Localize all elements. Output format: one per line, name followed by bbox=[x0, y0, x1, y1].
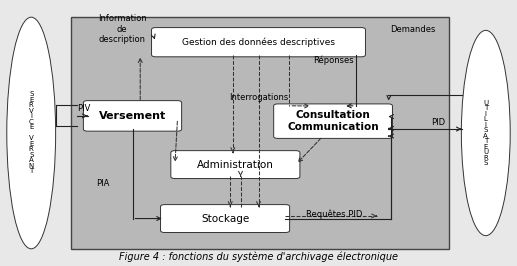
Text: Figure 4 : fonctions du système d'archivage électronique: Figure 4 : fonctions du système d'archiv… bbox=[119, 251, 398, 262]
Text: Versement: Versement bbox=[99, 111, 166, 121]
Text: Stockage: Stockage bbox=[201, 214, 249, 223]
Text: Demandes: Demandes bbox=[390, 24, 435, 34]
FancyBboxPatch shape bbox=[171, 151, 300, 178]
FancyBboxPatch shape bbox=[161, 205, 290, 232]
Text: PIV: PIV bbox=[78, 104, 91, 113]
Text: Information
de
description: Information de description bbox=[98, 14, 147, 44]
Text: Requêtes PID: Requêtes PID bbox=[307, 210, 363, 219]
Text: S
E
R
V
I
C
E

V
E
R
S
A
N
T: S E R V I C E V E R S A N T bbox=[28, 92, 34, 174]
Ellipse shape bbox=[7, 17, 56, 249]
Ellipse shape bbox=[461, 30, 510, 236]
Text: Gestion des données descriptives: Gestion des données descriptives bbox=[182, 38, 335, 47]
FancyBboxPatch shape bbox=[151, 28, 366, 57]
Text: PIA: PIA bbox=[97, 178, 110, 188]
FancyBboxPatch shape bbox=[71, 17, 449, 249]
Text: U
T
I
L
I
S
A
T
E
U
R
S: U T I L I S A T E U R S bbox=[483, 100, 489, 166]
Text: Interrogations: Interrogations bbox=[229, 93, 288, 102]
Text: Consultation
Communication: Consultation Communication bbox=[287, 110, 379, 132]
Text: Administration: Administration bbox=[197, 160, 274, 170]
FancyBboxPatch shape bbox=[83, 101, 181, 131]
Text: Réponses: Réponses bbox=[313, 56, 354, 65]
FancyBboxPatch shape bbox=[273, 104, 392, 138]
Text: PID: PID bbox=[431, 118, 445, 127]
